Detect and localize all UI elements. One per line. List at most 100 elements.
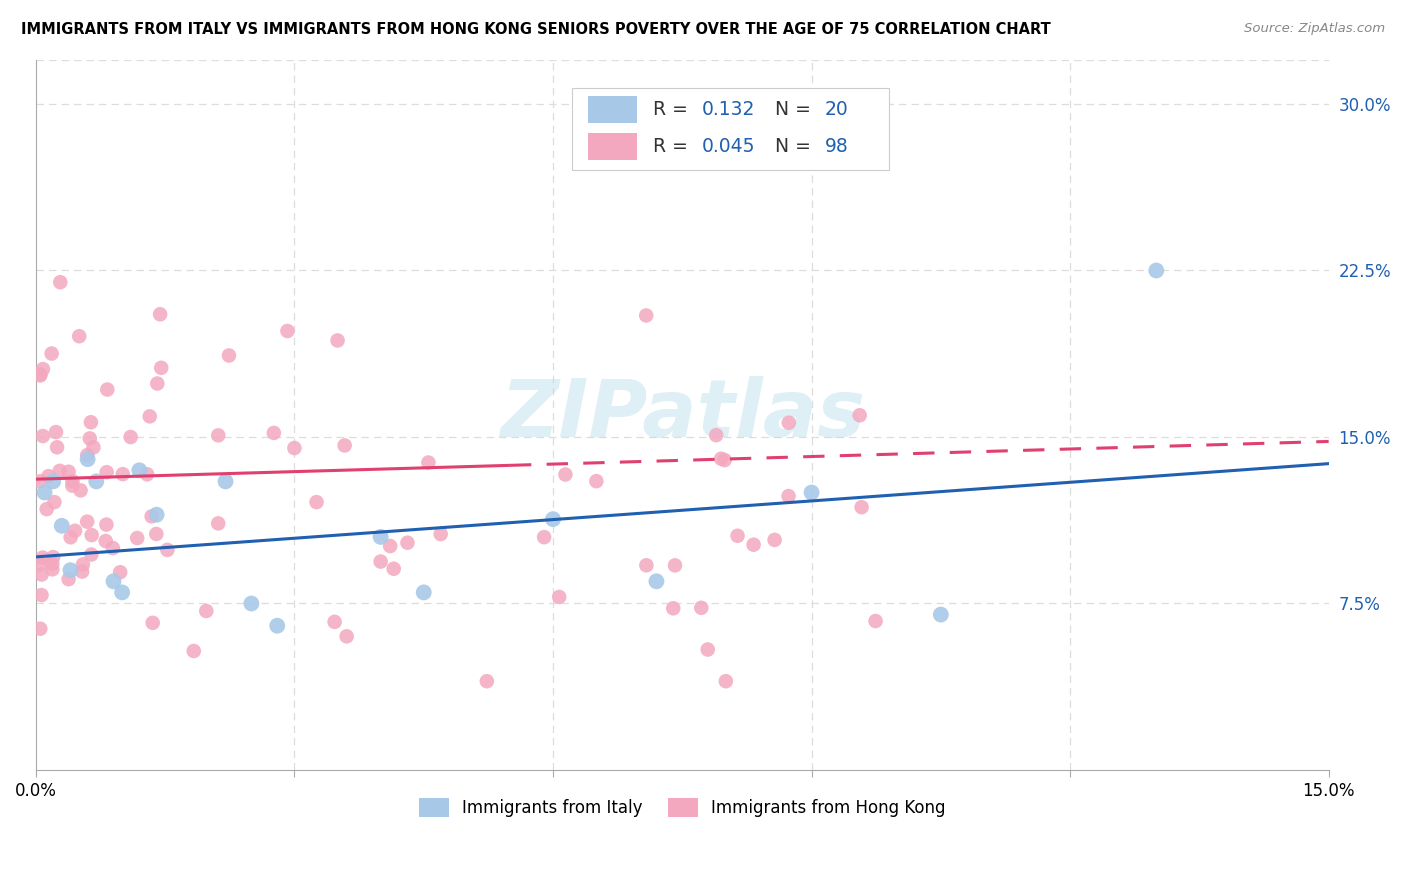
- Point: [149, 307, 172, 321]
- Point: [800, 485, 823, 500]
- Point: [150, 360, 173, 375]
- Point: [32, 362, 55, 376]
- Point: [207, 428, 229, 442]
- Point: [82, 440, 104, 454]
- Point: [370, 530, 392, 544]
- Point: [101, 541, 124, 555]
- Point: [283, 441, 305, 455]
- Point: [46, 440, 69, 454]
- Point: [323, 615, 346, 629]
- Text: 0.132: 0.132: [702, 100, 755, 119]
- Point: [69, 483, 91, 498]
- Point: [111, 585, 134, 599]
- Point: [710, 451, 733, 466]
- Point: [713, 453, 735, 467]
- Point: [63, 524, 86, 538]
- Point: [548, 590, 571, 604]
- Text: R =: R =: [652, 100, 693, 119]
- Point: [45, 425, 67, 439]
- Point: [30, 368, 52, 383]
- Point: [42, 550, 65, 565]
- Point: [696, 642, 718, 657]
- Point: [96, 465, 118, 479]
- Legend: Immigrants from Italy, Immigrants from Hong Kong: Immigrants from Italy, Immigrants from H…: [411, 789, 953, 826]
- Point: [59, 530, 82, 544]
- Point: [742, 538, 765, 552]
- Point: [333, 438, 356, 452]
- Point: [554, 467, 576, 482]
- Point: [305, 495, 328, 509]
- Point: [41, 557, 63, 571]
- Point: [103, 574, 125, 589]
- Point: [94, 534, 117, 549]
- Point: [778, 489, 800, 503]
- Point: [60, 478, 83, 492]
- Text: N =: N =: [775, 100, 817, 119]
- Point: [141, 509, 163, 524]
- Point: [214, 475, 236, 489]
- Point: [664, 558, 686, 573]
- Point: [636, 558, 658, 573]
- Point: [727, 529, 749, 543]
- Point: [662, 601, 685, 615]
- Point: [49, 275, 72, 289]
- Point: [142, 615, 165, 630]
- Point: [136, 467, 159, 482]
- Text: 0.045: 0.045: [702, 136, 755, 156]
- Point: [429, 527, 451, 541]
- Point: [67, 329, 90, 343]
- Point: [72, 558, 94, 572]
- Point: [76, 448, 98, 462]
- Point: [31, 588, 53, 602]
- Point: [276, 324, 298, 338]
- Point: [145, 508, 167, 522]
- Point: [58, 572, 80, 586]
- Bar: [588, 95, 637, 123]
- Text: R =: R =: [652, 136, 693, 156]
- Point: [704, 428, 727, 442]
- Point: [51, 518, 73, 533]
- Point: [138, 409, 160, 424]
- Point: [929, 607, 952, 622]
- Point: [263, 425, 285, 440]
- Point: [541, 512, 564, 526]
- Point: [31, 567, 53, 582]
- Point: [326, 334, 349, 348]
- Point: [207, 516, 229, 531]
- Point: [636, 309, 658, 323]
- Point: [41, 346, 63, 360]
- Point: [42, 475, 65, 489]
- Point: [44, 495, 66, 509]
- Point: [156, 542, 179, 557]
- Text: Source: ZipAtlas.com: Source: ZipAtlas.com: [1244, 22, 1385, 36]
- Point: [30, 558, 52, 572]
- Point: [848, 409, 870, 423]
- Point: [763, 533, 786, 547]
- Point: [108, 565, 131, 579]
- Point: [96, 517, 118, 532]
- Point: [30, 475, 52, 489]
- Point: [146, 376, 169, 391]
- Point: [195, 604, 218, 618]
- Text: N =: N =: [775, 136, 817, 156]
- Bar: [588, 133, 637, 160]
- Point: [34, 485, 56, 500]
- Point: [38, 469, 60, 483]
- Point: [240, 597, 263, 611]
- Point: [396, 535, 419, 549]
- Point: [76, 515, 98, 529]
- Point: [183, 644, 205, 658]
- Point: [382, 562, 405, 576]
- Point: [690, 600, 713, 615]
- Text: 20: 20: [824, 100, 848, 119]
- Point: [645, 574, 668, 589]
- Point: [266, 618, 288, 632]
- Point: [41, 562, 63, 576]
- Point: [585, 474, 607, 488]
- Point: [84, 475, 107, 489]
- Point: [49, 464, 72, 478]
- Point: [533, 530, 555, 544]
- Point: [30, 622, 52, 636]
- Point: [418, 456, 440, 470]
- Point: [851, 500, 873, 515]
